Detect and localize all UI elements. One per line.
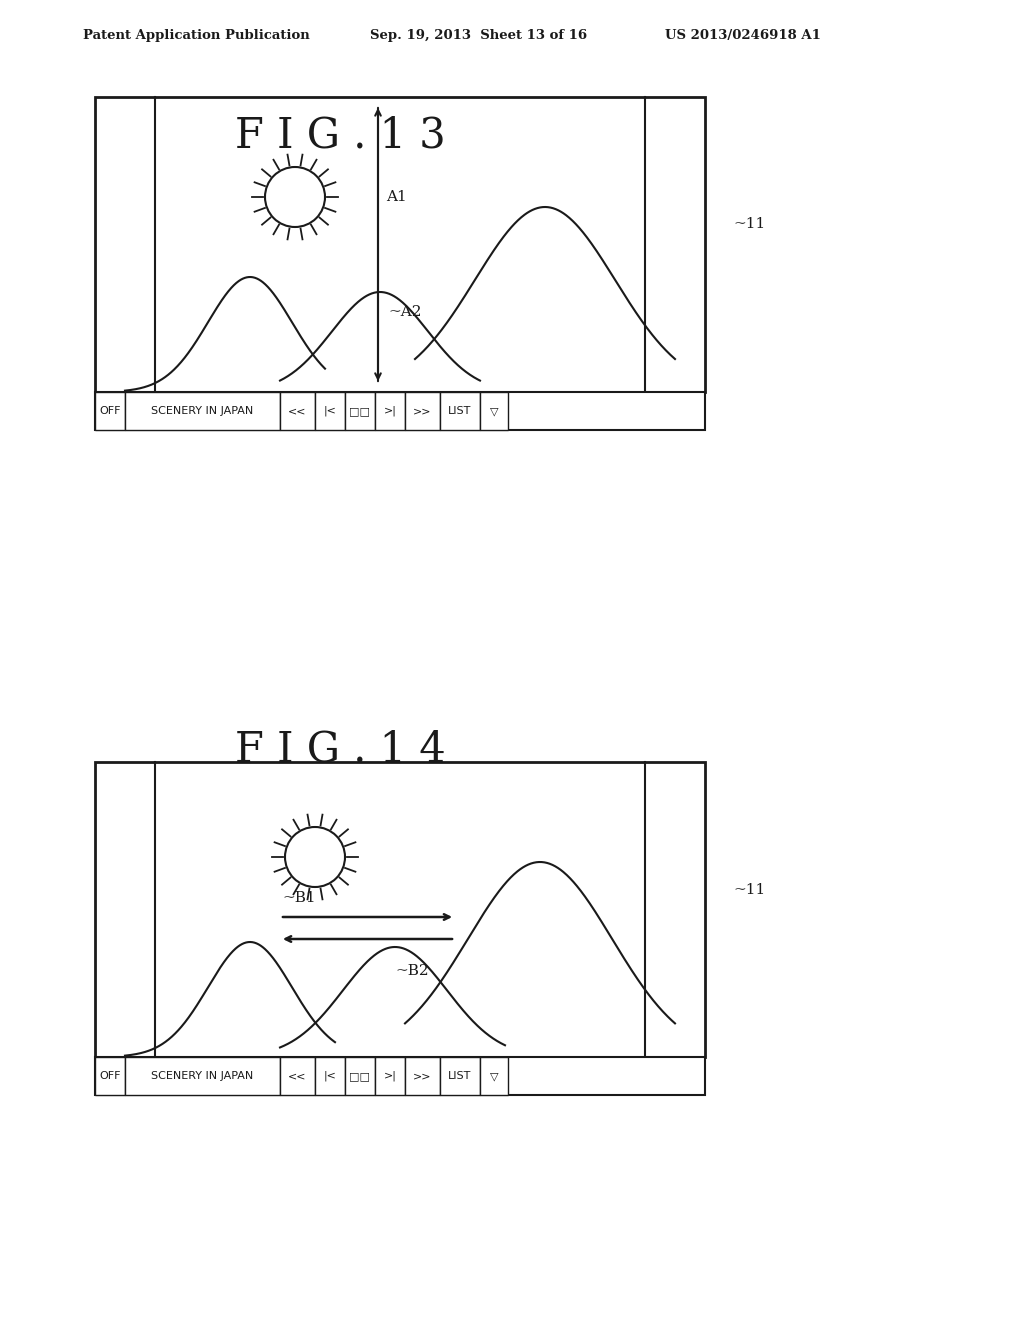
Text: Patent Application Publication: Patent Application Publication	[83, 29, 309, 41]
Bar	[375, 1057, 406, 1096]
Text: F I G . 1 3: F I G . 1 3	[234, 114, 445, 156]
Bar	[125, 1057, 280, 1096]
Text: <<: <<	[288, 1071, 307, 1081]
Text: |<: |<	[324, 405, 337, 416]
Text: ▽: ▽	[489, 1071, 499, 1081]
Bar	[315, 392, 345, 430]
Bar	[345, 1057, 375, 1096]
Bar	[315, 1057, 345, 1096]
Text: A1: A1	[386, 190, 407, 205]
Bar	[406, 392, 440, 430]
Bar	[95, 1057, 125, 1096]
Text: |<: |<	[324, 1071, 337, 1081]
Bar	[125, 392, 280, 430]
Text: >|: >|	[384, 1071, 396, 1081]
Bar	[480, 392, 508, 430]
Bar	[95, 1057, 705, 1096]
Text: ~B1: ~B1	[282, 891, 315, 906]
Bar	[440, 1057, 480, 1096]
Text: >|: >|	[384, 405, 396, 416]
Bar	[440, 392, 480, 430]
Text: >>: >>	[414, 407, 432, 416]
Text: ▽: ▽	[489, 407, 499, 416]
Text: <<: <<	[288, 407, 307, 416]
Text: □□: □□	[349, 407, 371, 416]
Bar	[375, 392, 406, 430]
Text: SCENERY IN JAPAN: SCENERY IN JAPAN	[152, 1071, 254, 1081]
Text: □□: □□	[349, 1071, 371, 1081]
Text: ~A2: ~A2	[388, 305, 422, 319]
Text: OFF: OFF	[99, 1071, 121, 1081]
Bar	[95, 762, 705, 1057]
Text: OFF: OFF	[99, 407, 121, 416]
Text: SCENERY IN JAPAN: SCENERY IN JAPAN	[152, 407, 254, 416]
Bar	[95, 96, 705, 392]
Bar	[280, 1057, 315, 1096]
Text: ~B2: ~B2	[395, 964, 429, 978]
Text: ~11: ~11	[733, 883, 765, 896]
Bar	[280, 392, 315, 430]
Text: ~11: ~11	[733, 218, 765, 231]
Text: Sep. 19, 2013  Sheet 13 of 16: Sep. 19, 2013 Sheet 13 of 16	[370, 29, 587, 41]
Bar	[406, 1057, 440, 1096]
Bar	[95, 392, 125, 430]
Text: LIST: LIST	[449, 1071, 472, 1081]
Text: F I G . 1 4: F I G . 1 4	[234, 729, 445, 771]
Text: >>: >>	[414, 1071, 432, 1081]
Text: LIST: LIST	[449, 407, 472, 416]
Text: US 2013/0246918 A1: US 2013/0246918 A1	[665, 29, 821, 41]
Bar	[95, 392, 705, 430]
Bar	[345, 392, 375, 430]
Bar	[480, 1057, 508, 1096]
